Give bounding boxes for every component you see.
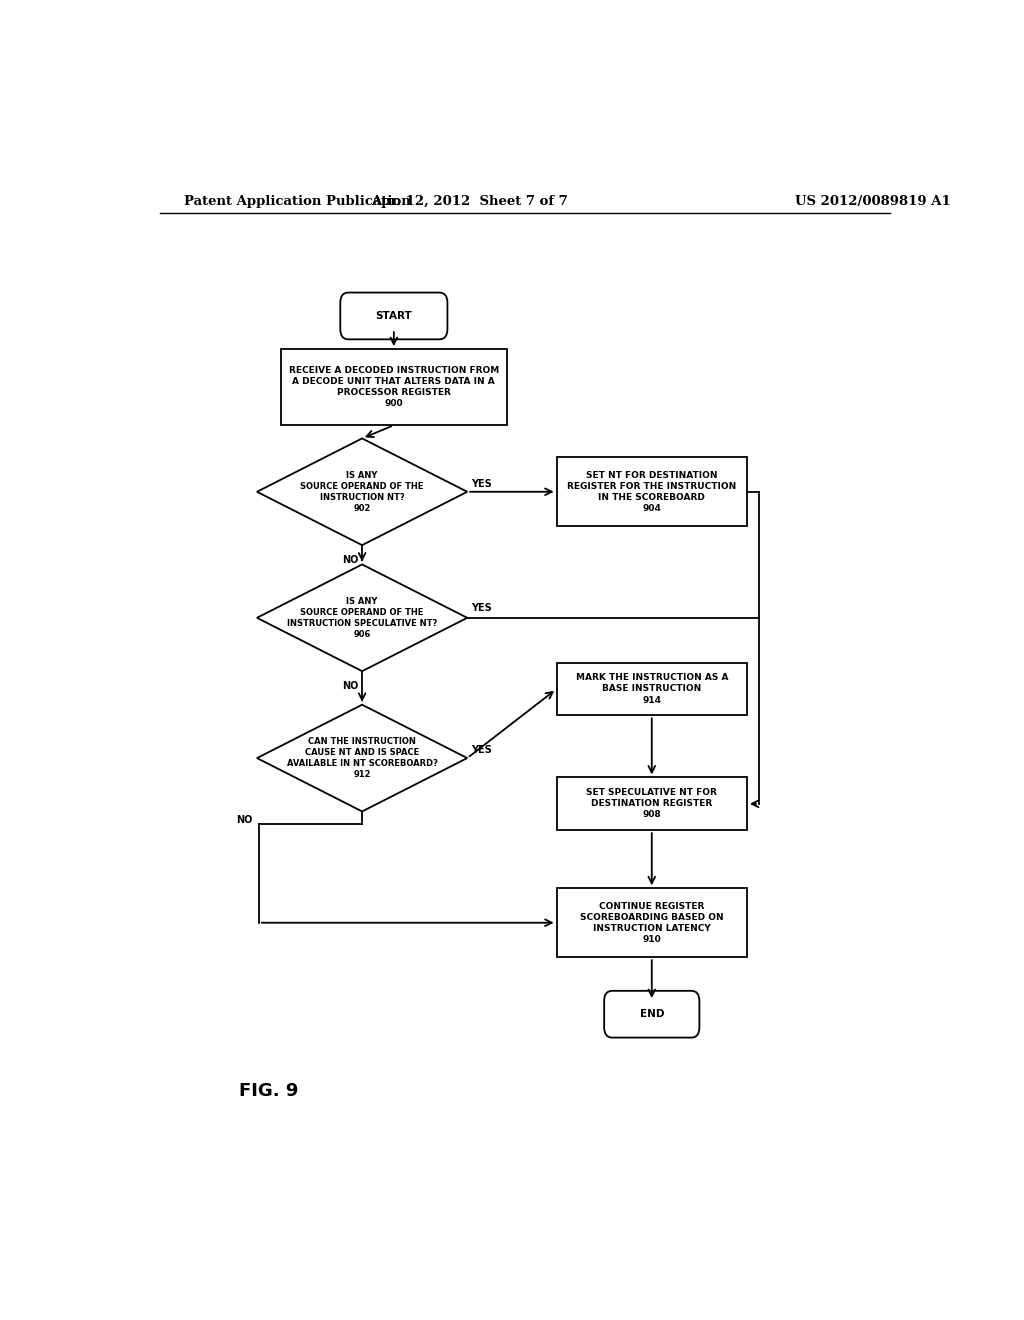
Bar [557, 663, 748, 715]
Text: CONTINUE REGISTER
SCOREBOARDING BASED ON
INSTRUCTION LATENCY
910: CONTINUE REGISTER SCOREBOARDING BASED ON… [580, 902, 724, 944]
Text: END: END [640, 1010, 664, 1019]
Polygon shape [257, 438, 467, 545]
Text: SET NT FOR DESTINATION
REGISTER FOR THE INSTRUCTION
IN THE SCOREBOARD
904: SET NT FOR DESTINATION REGISTER FOR THE … [567, 471, 736, 513]
Text: Patent Application Publication: Patent Application Publication [183, 194, 411, 207]
Bar [557, 457, 748, 527]
FancyBboxPatch shape [340, 293, 447, 339]
Text: US 2012/0089819 A1: US 2012/0089819 A1 [795, 194, 950, 207]
Text: Apr. 12, 2012  Sheet 7 of 7: Apr. 12, 2012 Sheet 7 of 7 [371, 194, 567, 207]
Text: IS ANY
SOURCE OPERAND OF THE
INSTRUCTION NT?
902: IS ANY SOURCE OPERAND OF THE INSTRUCTION… [300, 471, 424, 513]
Bar [281, 348, 507, 425]
Text: RECEIVE A DECODED INSTRUCTION FROM
A DECODE UNIT THAT ALTERS DATA IN A
PROCESSOR: RECEIVE A DECODED INSTRUCTION FROM A DEC… [289, 366, 499, 408]
Bar [557, 777, 748, 830]
Bar [557, 888, 748, 957]
Text: CAN THE INSTRUCTION
CAUSE NT AND IS SPACE
AVAILABLE IN NT SCOREBOARD?
912: CAN THE INSTRUCTION CAUSE NT AND IS SPAC… [287, 737, 437, 779]
Polygon shape [257, 705, 467, 812]
FancyBboxPatch shape [604, 991, 699, 1038]
Text: NO: NO [342, 556, 358, 565]
Text: START: START [376, 312, 413, 321]
Text: SET SPECULATIVE NT FOR
DESTINATION REGISTER
908: SET SPECULATIVE NT FOR DESTINATION REGIS… [587, 788, 717, 820]
Text: NO: NO [342, 681, 358, 692]
Text: YES: YES [471, 479, 492, 488]
Text: YES: YES [471, 744, 492, 755]
Polygon shape [257, 565, 467, 671]
Text: YES: YES [471, 603, 492, 612]
Text: NO: NO [237, 814, 253, 825]
Text: FIG. 9: FIG. 9 [240, 1082, 298, 1101]
Text: IS ANY
SOURCE OPERAND OF THE
INSTRUCTION SPECULATIVE NT?
906: IS ANY SOURCE OPERAND OF THE INSTRUCTION… [287, 597, 437, 639]
Text: MARK THE INSTRUCTION AS A
BASE INSTRUCTION
914: MARK THE INSTRUCTION AS A BASE INSTRUCTI… [575, 673, 728, 705]
